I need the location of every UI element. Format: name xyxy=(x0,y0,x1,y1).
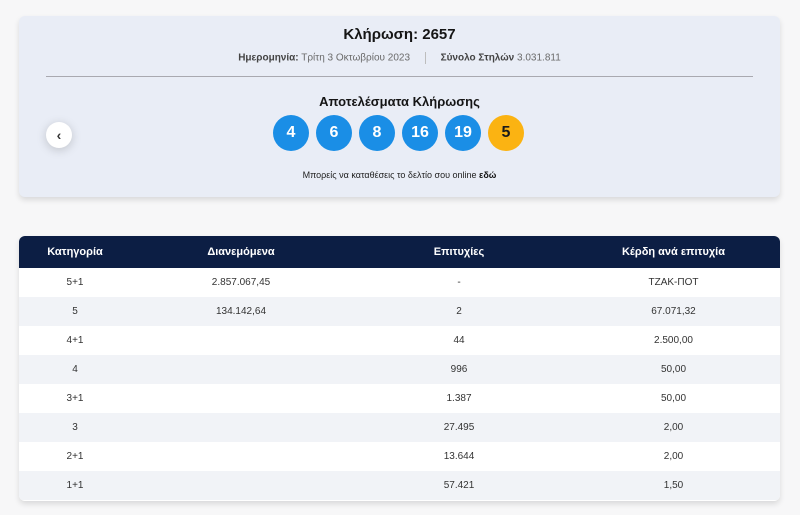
table-row: 3+1 1.387 50,00 xyxy=(19,384,780,413)
cell-category: 2+1 xyxy=(19,442,131,471)
cell-winners: 27.495 xyxy=(351,413,567,442)
chevron-left-icon: ‹ xyxy=(56,127,62,143)
cell-distributed xyxy=(131,355,351,384)
date-label: Ημερομηνία: xyxy=(238,52,299,64)
meta-separator xyxy=(424,52,426,64)
table-row: 3 27.495 2,00 xyxy=(19,413,780,442)
number-ball: 16 xyxy=(402,115,438,151)
cell-prize: 2.500,00 xyxy=(567,326,780,355)
winning-numbers: 4 6 8 16 19 5 xyxy=(273,115,524,151)
cell-category: 5+1 xyxy=(19,268,131,297)
draw-meta: Ημερομηνία: Τρίτη 3 Οκτωβρίου 2023 Σύνολ… xyxy=(19,52,780,64)
joker-ball: 5 xyxy=(488,115,524,151)
table-row: 2+1 13.644 2,00 xyxy=(19,442,780,471)
cell-category: 4 xyxy=(19,355,131,384)
draw-card: Κλήρωση: 2657 Ημερομηνία: Τρίτη 3 Οκτωβρ… xyxy=(19,16,780,197)
cell-distributed xyxy=(131,471,351,500)
previous-draw-button[interactable]: ‹ xyxy=(46,122,72,148)
prize-table: Κατηγορία Διανεμόμενα Επιτυχίες Κέρδη αν… xyxy=(19,236,780,500)
cell-winners: - xyxy=(351,268,567,297)
columns-label: Σύνολο Στηλών xyxy=(440,52,515,64)
cell-distributed: 134.142,64 xyxy=(131,297,351,326)
cell-category: 5 xyxy=(19,297,131,326)
cell-distributed: 2.857.067,45 xyxy=(131,268,351,297)
table-row: 1+1 57.421 1,50 xyxy=(19,471,780,500)
cell-winners: 1.387 xyxy=(351,384,567,413)
results-table-card: Κατηγορία Διανεμόμενα Επιτυχίες Κέρδη αν… xyxy=(19,236,780,501)
header-prize-per-winner: Κέρδη ανά επιτυχία xyxy=(567,236,780,268)
cell-distributed xyxy=(131,384,351,413)
cell-winners: 2 xyxy=(351,297,567,326)
cell-category: 3 xyxy=(19,413,131,442)
cell-winners: 996 xyxy=(351,355,567,384)
number-ball: 4 xyxy=(273,115,309,151)
table-row: 5+1 2.857.067,45 - ΤΖΑΚ-ΠΟΤ xyxy=(19,268,780,297)
header-winners: Επιτυχίες xyxy=(351,236,567,268)
date-value: Τρίτη 3 Οκτωβρίου 2023 xyxy=(301,52,411,64)
number-ball: 6 xyxy=(316,115,352,151)
cell-winners: 57.421 xyxy=(351,471,567,500)
cell-prize: 2,00 xyxy=(567,442,780,471)
cell-prize: 50,00 xyxy=(567,355,780,384)
table-row: 5 134.142,64 2 67.071,32 xyxy=(19,297,780,326)
cell-category: 3+1 xyxy=(19,384,131,413)
cell-distributed xyxy=(131,413,351,442)
header-category: Κατηγορία xyxy=(19,236,131,268)
cell-distributed xyxy=(131,442,351,471)
results-title: Αποτελέσματα Κλήρωσης xyxy=(319,94,480,109)
divider xyxy=(46,76,753,77)
header-distributed: Διανεμόμενα xyxy=(131,236,351,268)
draw-title: Κλήρωση: 2657 xyxy=(343,26,456,43)
number-ball: 8 xyxy=(359,115,395,151)
cell-category: 4+1 xyxy=(19,326,131,355)
cell-prize: 2,00 xyxy=(567,413,780,442)
online-text: Μπορείς να καταθέσεις το δελτίο σου onli… xyxy=(302,170,477,180)
columns-value: 3.031.811 xyxy=(517,52,561,64)
cell-winners: 13.644 xyxy=(351,442,567,471)
online-notice: Μπορείς να καταθέσεις το δελτίο σου onli… xyxy=(19,170,780,180)
cell-prize: ΤΖΑΚ-ΠΟΤ xyxy=(567,268,780,297)
number-ball: 19 xyxy=(445,115,481,151)
cell-prize: 50,00 xyxy=(567,384,780,413)
table-row: 4+1 44 2.500,00 xyxy=(19,326,780,355)
online-link[interactable]: εδώ xyxy=(479,170,497,180)
cell-prize: 1,50 xyxy=(567,471,780,500)
table-row: 4 996 50,00 xyxy=(19,355,780,384)
cell-prize: 67.071,32 xyxy=(567,297,780,326)
cell-distributed xyxy=(131,326,351,355)
cell-winners: 44 xyxy=(351,326,567,355)
cell-category: 1+1 xyxy=(19,471,131,500)
table-header-row: Κατηγορία Διανεμόμενα Επιτυχίες Κέρδη αν… xyxy=(19,236,780,268)
